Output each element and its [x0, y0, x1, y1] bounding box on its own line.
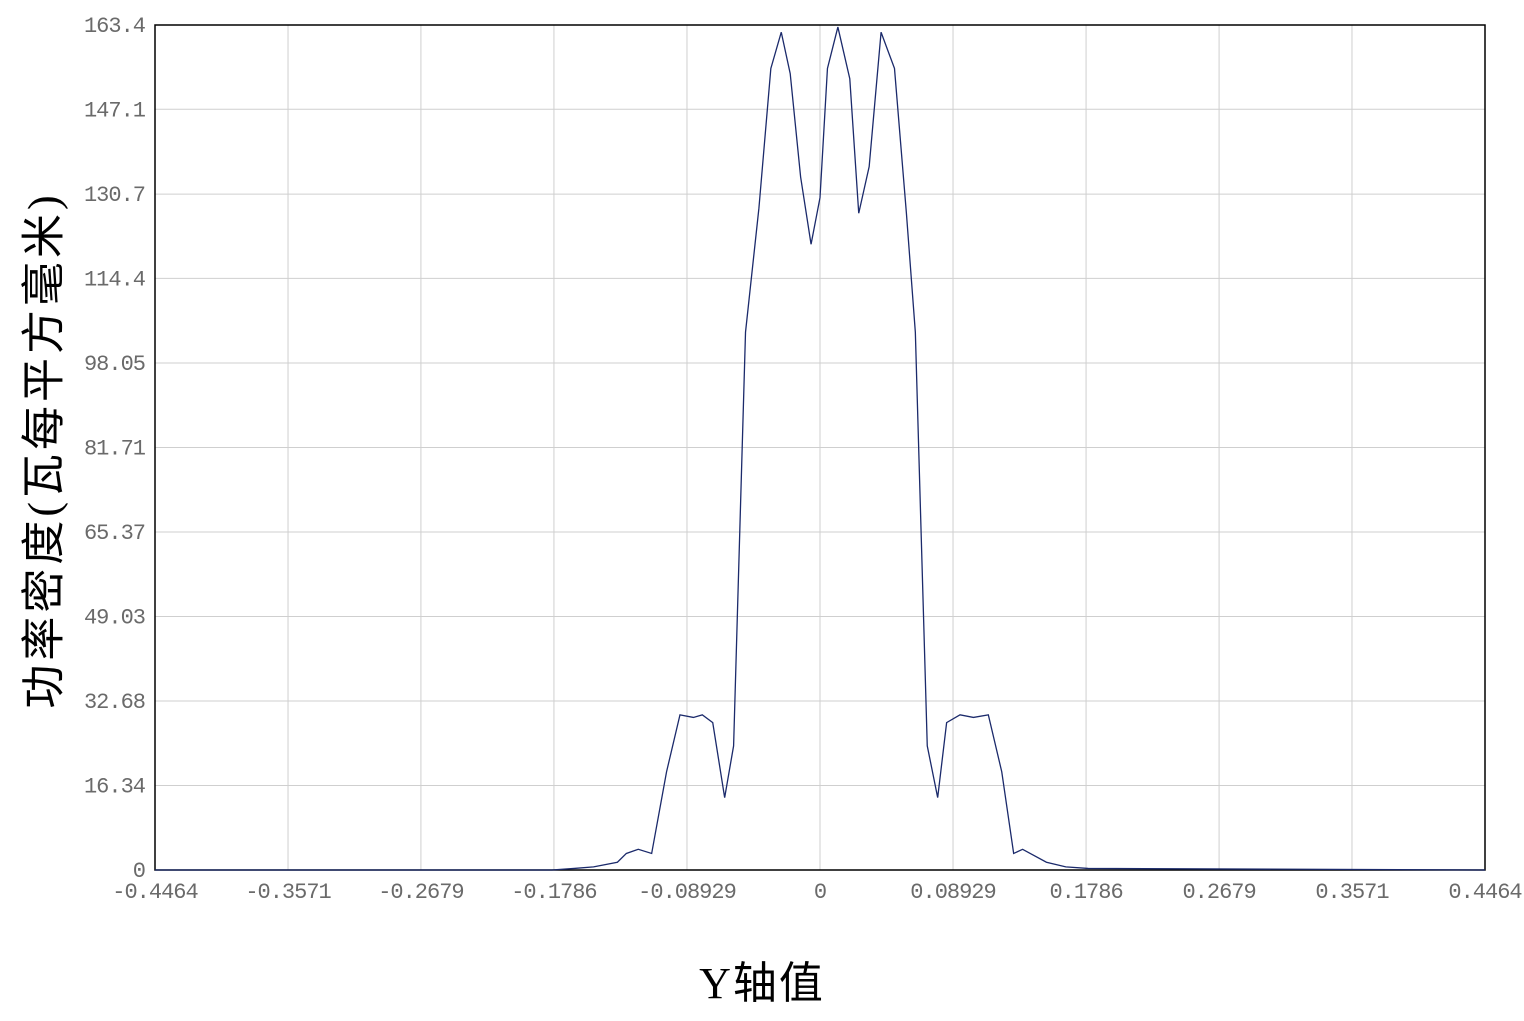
x-tick-label: 0.2679: [1182, 880, 1255, 905]
y-tick-label: 147.1: [84, 98, 146, 123]
y-tick-label: 81.71: [84, 436, 146, 461]
x-tick-label: -0.08929: [638, 880, 736, 905]
x-tick-label: 0.3571: [1315, 880, 1389, 905]
y-tick-label: 114.4: [84, 267, 146, 292]
chart-container: 功率密度(瓦每平方毫米) Y轴值 -0.4464-0.3571-0.2679-0…: [0, 0, 1524, 1021]
x-tick-label: -0.3571: [245, 880, 331, 905]
line-chart: -0.4464 -0.3571 -0.2679 -0.1786 -0.08929 0 0.0…: [0, 0, 1524, 1021]
x-tick-label: 0.4464: [1448, 880, 1522, 905]
x-tick-label: 0.1786: [1049, 880, 1122, 905]
x-tick-label: -0.2679: [378, 880, 463, 905]
x-tick-label: 0.08929: [910, 880, 995, 905]
y-tick-label: 65.37: [84, 521, 145, 546]
y-tick-label: 163.4: [84, 14, 146, 39]
y-tick-label: 16.34: [84, 775, 146, 800]
y-tick-label: 49.03: [84, 605, 145, 630]
y-tick-label: 98.05: [84, 352, 145, 377]
x-tick-label: -0.1786: [511, 880, 596, 905]
x-tick-label: 0: [814, 880, 826, 905]
y-tick-label: 0: [133, 859, 145, 884]
y-tick-label: 32.68: [84, 690, 145, 715]
x-tick-label: -0.4464: [112, 880, 198, 905]
y-tick-label: 130.7: [84, 183, 145, 208]
